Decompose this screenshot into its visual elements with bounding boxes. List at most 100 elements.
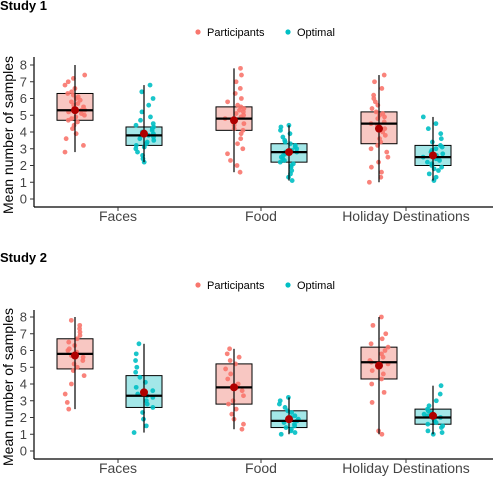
data-point-optimal [433, 146, 439, 152]
data-point-optimal [138, 117, 143, 123]
data-point-optimal [420, 114, 426, 120]
data-point-optimal [150, 96, 156, 101]
data-point-optimal [131, 430, 137, 435]
mean-marker [285, 415, 293, 424]
data-point-participants [241, 393, 246, 399]
mean-marker [140, 129, 148, 138]
data-point-participants [73, 114, 79, 120]
y-tick-label: 4 [20, 377, 27, 392]
data-point-participants [366, 179, 372, 185]
y-tick-label: 7 [20, 326, 27, 341]
data-point-optimal [292, 413, 298, 419]
x-tick-labels: Faces Food Holiday Destinations [99, 460, 470, 476]
y-tick-label: 2 [20, 410, 27, 425]
y-tick-label: 3 [20, 141, 27, 156]
legend-key-optimal [285, 29, 291, 35]
data-point-optimal [133, 369, 139, 375]
data-point-participants [385, 154, 391, 160]
data-point-participants [227, 346, 232, 352]
data-point-participants [66, 346, 72, 352]
data-point-participants [368, 164, 374, 170]
data-point-optimal [433, 174, 439, 180]
data-point-optimal [292, 430, 298, 435]
data-point-participants [64, 400, 70, 405]
data-point-participants [228, 371, 234, 377]
data-point-participants [384, 149, 390, 155]
data-point-optimal [147, 82, 153, 88]
data-point-participants [239, 426, 245, 432]
legend-label-optimal: Optimal [297, 280, 335, 292]
legend: Participants Optimal [195, 280, 335, 292]
x-tick-labels: Faces Food Holiday Destinations [99, 208, 470, 224]
data-point-optimal [150, 388, 156, 394]
x-tick-label: Faces [99, 460, 137, 476]
data-point-participants [379, 431, 385, 437]
data-point-participants [223, 366, 228, 372]
data-point-participants [69, 99, 74, 105]
data-point-participants [65, 91, 71, 96]
data-point-optimal [438, 136, 444, 142]
data-point-participants [75, 101, 81, 106]
data-point-optimal [133, 122, 139, 128]
data-point-optimal [438, 143, 443, 148]
data-point-participants [238, 65, 243, 71]
y-tick-label: 8 [20, 58, 27, 73]
y-tick-label: 1 [20, 175, 27, 190]
legend-key-participants [195, 29, 201, 35]
data-point-optimal [143, 423, 149, 429]
data-point-participants [77, 333, 83, 338]
y-tick-label: 6 [20, 91, 27, 106]
data-point-optimal [283, 425, 289, 430]
data-point-optimal [288, 426, 294, 432]
data-point-participants [378, 314, 384, 320]
data-point-participants [224, 351, 230, 357]
data-point-participants [229, 411, 235, 417]
data-point-optimal [426, 403, 432, 409]
data-point-participants [68, 317, 74, 323]
data-point-participants [81, 373, 87, 379]
data-point-participants [371, 92, 377, 98]
mean-marker [429, 151, 437, 160]
data-point-optimal [290, 161, 296, 167]
data-point-participants [382, 348, 388, 353]
data-point-participants [238, 96, 244, 101]
data-point-optimal [437, 391, 443, 397]
data-point-optimal [150, 405, 156, 410]
y-tick-label: 7 [20, 74, 27, 89]
legend: Participants Optimal [195, 27, 335, 39]
data-point-participants [379, 351, 384, 357]
data-point-optimal [134, 364, 140, 370]
data-point-optimal [133, 143, 139, 148]
data-point-optimal [433, 398, 439, 404]
data-point-participants [74, 364, 80, 370]
data-point-participants [68, 381, 74, 387]
y-axis-label: Mean number of samples [0, 56, 16, 214]
y-tick-label: 1 [20, 427, 27, 442]
data-point-optimal [139, 109, 145, 115]
y-tick-label: 0 [20, 444, 27, 459]
data-point-optimal [137, 374, 143, 380]
data-point-optimal [144, 139, 150, 145]
data-point-optimal [292, 143, 298, 148]
data-point-participants [241, 121, 247, 127]
y-axis-label: Mean number of samples [0, 308, 16, 466]
data-point-participants [233, 111, 239, 116]
data-point-participants [379, 86, 385, 91]
data-point-participants [380, 111, 386, 116]
data-point-participants [382, 132, 388, 138]
data-point-optimal [289, 410, 295, 415]
data-point-participants [369, 106, 375, 111]
mean-marker [230, 383, 238, 392]
data-point-participants [82, 72, 88, 78]
data-point-optimal [133, 351, 139, 357]
data-point-optimal [277, 159, 283, 165]
mean-marker [375, 361, 383, 370]
data-point-participants [381, 72, 387, 78]
x-tick-label: Holiday Destinations [342, 460, 470, 476]
data-point-participants [385, 344, 391, 350]
data-point-participants [380, 371, 386, 377]
data-point-participants [369, 400, 375, 405]
